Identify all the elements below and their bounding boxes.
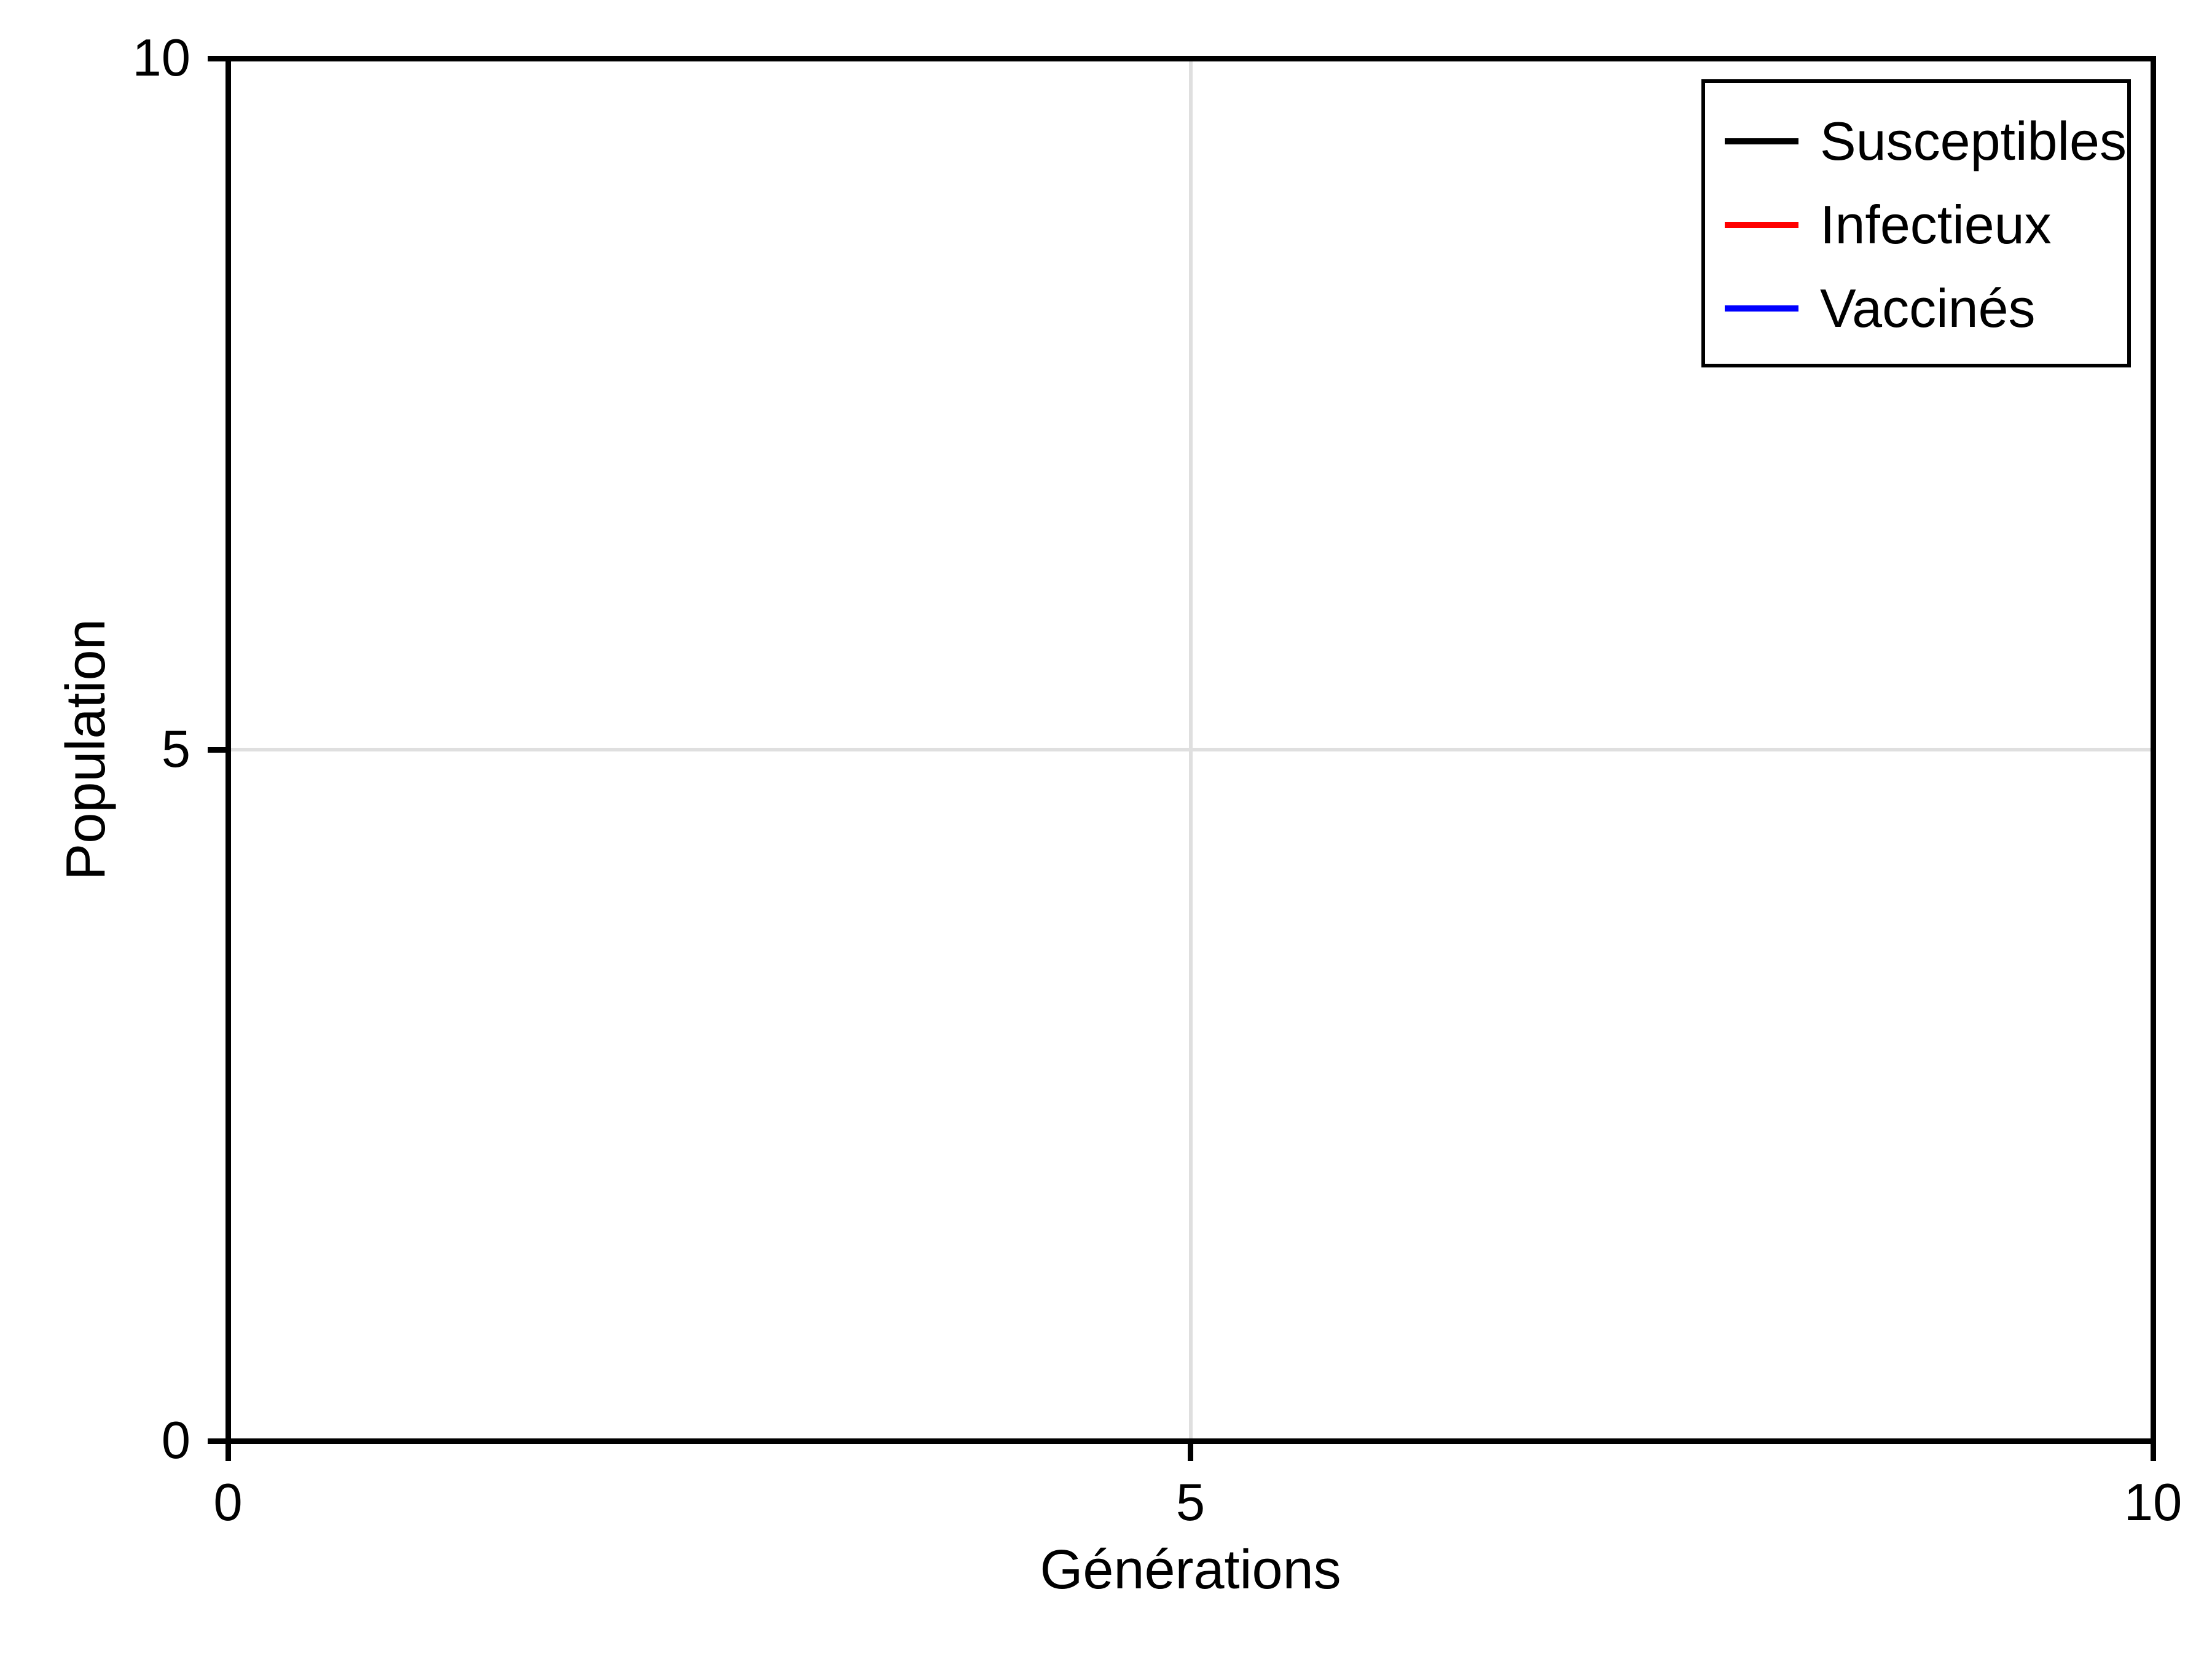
y-tick-label: 5 — [161, 720, 190, 779]
x-axis-label: Générations — [1040, 1539, 1341, 1601]
x-tick-label: 5 — [1175, 1473, 1206, 1532]
plot-border — [225, 55, 2156, 1444]
legend-line-sample — [1725, 138, 1798, 144]
y-tick-label: 10 — [132, 29, 190, 87]
x-axis-tick — [225, 1441, 231, 1461]
legend-item-label: Infectieux — [1820, 194, 2052, 255]
y-gridline — [228, 748, 2153, 751]
legend-item-label: Susceptibles — [1820, 111, 2127, 171]
y-axis-label: Population — [55, 619, 117, 880]
x-tick-label: 0 — [213, 1473, 243, 1532]
y-tick-label: 0 — [161, 1411, 190, 1470]
legend: Susceptibles Infectieux Vaccinés — [1701, 79, 2131, 367]
legend-item: Infectieux — [1725, 183, 2127, 267]
x-axis-tick — [2150, 1441, 2156, 1461]
legend-item: Susceptibles — [1725, 100, 2127, 183]
y-axis-tick — [208, 747, 228, 753]
x-tick-label: 10 — [2124, 1473, 2183, 1532]
legend-line-sample — [1725, 305, 1798, 312]
y-axis-tick — [208, 55, 228, 61]
x-axis-tick — [1188, 1441, 1193, 1461]
legend-item-label: Vaccinés — [1820, 278, 2036, 339]
y-axis-tick — [208, 1438, 228, 1444]
legend-item: Vaccinés — [1725, 267, 2127, 350]
legend-line-sample — [1725, 222, 1798, 228]
